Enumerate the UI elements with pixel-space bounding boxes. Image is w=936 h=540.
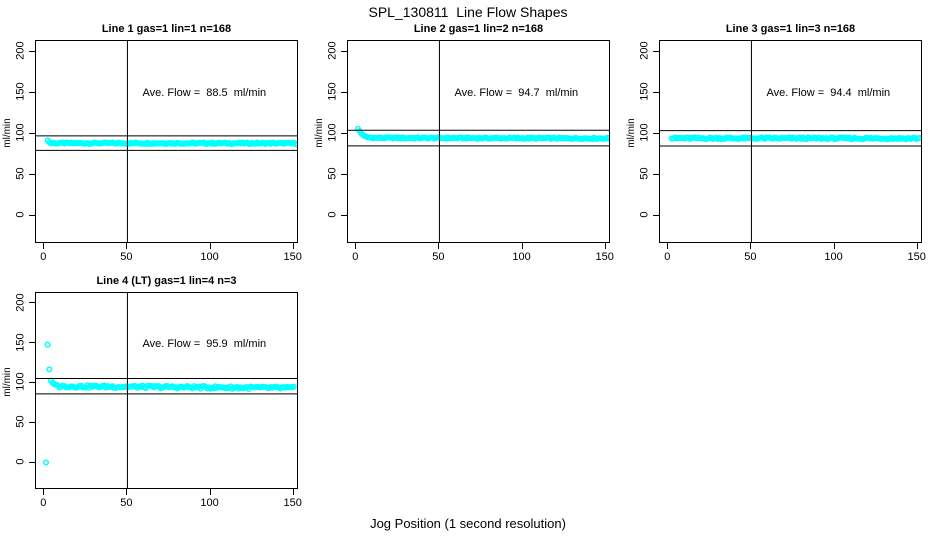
x-tick-label: 150 <box>595 251 614 263</box>
y-axis-label: ml/min <box>2 367 13 397</box>
x-tick-label: 50 <box>120 497 133 509</box>
x-tick-label: 0 <box>40 251 47 263</box>
x-axis-tick <box>604 243 606 249</box>
x-axis-tick <box>521 243 523 249</box>
y-axis-tick <box>341 214 347 216</box>
y-tick-label: 0 <box>14 458 27 465</box>
x-tick-label: 100 <box>200 251 219 263</box>
y-tick-label: 150 <box>326 82 339 101</box>
y-axis-tick <box>341 132 347 134</box>
y-axis-label: ml/min <box>626 117 637 148</box>
y-axis-tick <box>29 302 35 304</box>
y-axis-tick <box>341 50 347 52</box>
x-axis-tick <box>209 243 211 249</box>
x-tick-label: 50 <box>120 251 133 263</box>
x-axis-tick <box>355 243 357 249</box>
scatter-plot-svg <box>348 41 609 242</box>
y-axis-label: ml/min <box>314 117 325 148</box>
y-tick-label: 150 <box>638 82 651 101</box>
plot-frame: Ave. Flow = 94.4 ml/min <box>659 40 922 243</box>
y-axis-tick <box>29 214 35 216</box>
subplot-line-2: Line 2 gas=1 lin=2 n=168 Ave. Flow = 94.… <box>312 22 624 272</box>
x-axis-tick <box>209 489 211 495</box>
scatter-plot-svg <box>36 41 297 242</box>
x-tick-label: 150 <box>283 251 302 263</box>
y-axis-tick <box>29 421 35 423</box>
x-axis-tick <box>916 243 918 249</box>
subplot-title: Line 3 gas=1 lin=3 n=168 <box>725 23 856 35</box>
y-tick-label: 150 <box>14 332 27 352</box>
y-axis-tick <box>29 91 35 93</box>
y-axis-tick <box>653 50 659 52</box>
y-axis-tick <box>29 461 35 463</box>
y-tick-label: 100 <box>638 123 651 142</box>
y-axis-tick <box>653 132 659 134</box>
y-tick-label: 0 <box>638 211 651 218</box>
subplot-title: Line 2 gas=1 lin=2 n=168 <box>413 23 544 35</box>
y-tick-label: 0 <box>326 211 339 218</box>
x-axis-tick <box>43 489 45 495</box>
plot-frame: Ave. Flow = 95.9 ml/min <box>35 292 298 489</box>
x-tick-label: 0 <box>352 251 359 263</box>
scatter-plot-svg <box>660 41 921 242</box>
x-tick-label: 150 <box>907 251 926 263</box>
x-tick-label: 0 <box>40 497 47 509</box>
x-axis-tick <box>667 243 669 249</box>
subplot-line-4-lt: Line 4 (LT) gas=1 lin=4 n=3 Ave. Flow = … <box>0 274 312 524</box>
y-tick-label: 100 <box>14 372 27 392</box>
y-tick-label: 50 <box>14 415 27 428</box>
x-tick-label: 50 <box>432 251 445 263</box>
y-axis-tick <box>653 91 659 93</box>
x-axis-tick <box>292 243 294 249</box>
y-axis-tick <box>29 132 35 134</box>
y-axis-tick <box>653 214 659 216</box>
plot-frame: Ave. Flow = 94.7 ml/min <box>347 40 610 243</box>
y-axis-tick <box>341 91 347 93</box>
subplot-title: Line 1 gas=1 lin=1 n=168 <box>101 23 232 35</box>
plot-frame: Ave. Flow = 88.5 ml/min <box>35 40 298 243</box>
y-axis-tick <box>29 342 35 344</box>
y-tick-label: 50 <box>638 167 651 180</box>
y-tick-label: 150 <box>14 82 27 101</box>
subplot-line-1: Line 1 gas=1 lin=1 n=168 Ave. Flow = 88.… <box>0 22 312 272</box>
ave-flow-annotation: Ave. Flow = 88.5 ml/min <box>142 87 267 100</box>
y-tick-label: 100 <box>326 123 339 142</box>
ave-flow-annotation: Ave. Flow = 95.9 ml/min <box>142 337 267 350</box>
x-axis-tick <box>126 489 128 495</box>
y-axis-tick <box>29 173 35 175</box>
ave-flow-annotation: Ave. Flow = 94.7 ml/min <box>454 87 579 100</box>
x-tick-label: 100 <box>824 251 843 263</box>
x-axis-tick <box>438 243 440 249</box>
y-axis-tick <box>653 173 659 175</box>
y-tick-label: 100 <box>14 123 27 142</box>
y-tick-label: 200 <box>14 41 27 60</box>
x-axis-tick <box>750 243 752 249</box>
x-tick-label: 150 <box>283 497 302 509</box>
x-axis-title: Jog Position (1 second resolution) <box>370 516 566 531</box>
x-axis-tick <box>833 243 835 249</box>
y-tick-label: 200 <box>326 41 339 60</box>
y-tick-label: 200 <box>638 41 651 60</box>
x-tick-label: 100 <box>512 251 531 263</box>
y-axis-tick <box>29 381 35 383</box>
x-tick-label: 50 <box>744 251 757 263</box>
y-tick-label: 50 <box>326 167 339 180</box>
subplot-title: Line 4 (LT) gas=1 lin=4 n=3 <box>96 275 237 287</box>
y-tick-label: 200 <box>14 293 27 312</box>
y-axis-tick <box>341 173 347 175</box>
x-tick-label: 100 <box>200 497 219 509</box>
x-tick-label: 0 <box>664 251 671 263</box>
y-axis-tick <box>29 50 35 52</box>
y-tick-label: 0 <box>14 211 27 218</box>
x-axis-tick <box>43 243 45 249</box>
ave-flow-annotation: Ave. Flow = 94.4 ml/min <box>766 87 891 100</box>
scatter-plot-svg <box>36 293 297 488</box>
y-axis-label: ml/min <box>2 117 13 148</box>
subplot-line-3: Line 3 gas=1 lin=3 n=168 Ave. Flow = 94.… <box>624 22 936 272</box>
main-title: SPL_130811 Line Flow Shapes <box>368 4 568 20</box>
y-tick-label: 50 <box>14 167 27 180</box>
x-axis-tick <box>126 243 128 249</box>
x-axis-tick <box>292 489 294 495</box>
